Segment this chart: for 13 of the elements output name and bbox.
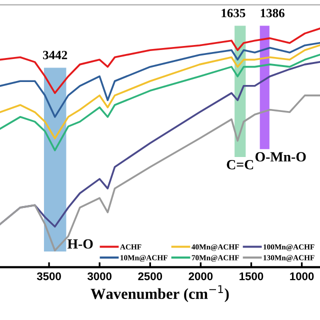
text: 1635: [222, 8, 246, 18]
x-tick-label: 3000: [87, 272, 112, 280]
annotation: 3442: [43, 50, 68, 60]
x-tick-label: 3500: [36, 272, 61, 280]
text: 1386: [260, 8, 284, 18]
x-tick-label: 2000: [188, 272, 213, 280]
band-label: H-O: [67, 239, 93, 249]
band-label: O-Mn-O: [255, 152, 306, 162]
x-tick-label: 1000: [290, 272, 314, 280]
x-axis-title: Wavenumber (cm$^{−1}$): [90, 285, 229, 302]
x-tick-label: 1500: [240, 272, 264, 280]
x-tick-label: 2500: [138, 272, 162, 280]
band-label: C=C: [226, 160, 254, 170]
